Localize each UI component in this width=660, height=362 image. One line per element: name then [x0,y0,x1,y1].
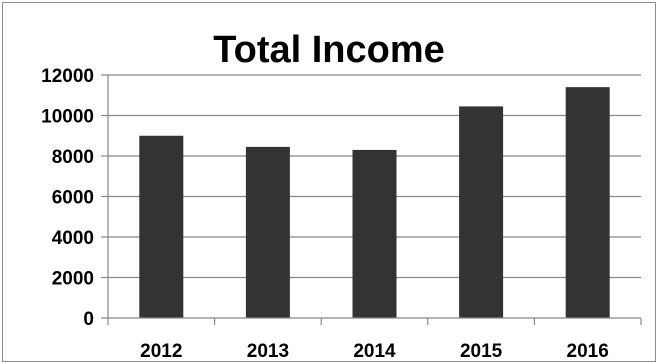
bar-2016 [565,87,610,319]
gridlines [108,74,641,279]
x-tick-label: 2015 [460,341,503,357]
y-tick-label: 8000 [52,147,94,168]
x-tick-label: 2016 [567,341,609,357]
axes [101,74,642,325]
x-tick-label: 2012 [140,341,182,357]
y-tick-label: 2000 [52,269,94,290]
x-axis-tick-labels: 2012 2013 2014 2015 2016 [140,341,609,357]
y-tick-label: 0 [83,309,94,330]
y-axis-tick-labels: 0 2000 4000 6000 8000 10000 12000 [41,66,94,330]
bar-2012 [139,135,184,318]
bar-2013 [245,146,290,318]
bar-2014 [352,149,397,318]
x-tick-label: 2013 [247,341,289,357]
bars [139,87,610,319]
bar-2015 [459,106,504,318]
y-tick-label: 12000 [41,66,94,87]
y-tick-label: 4000 [52,228,94,249]
chart-title: Total Income [213,29,445,71]
x-tick-label: 2014 [353,341,396,357]
y-tick-label: 6000 [52,188,94,209]
y-tick-label: 10000 [41,107,94,128]
